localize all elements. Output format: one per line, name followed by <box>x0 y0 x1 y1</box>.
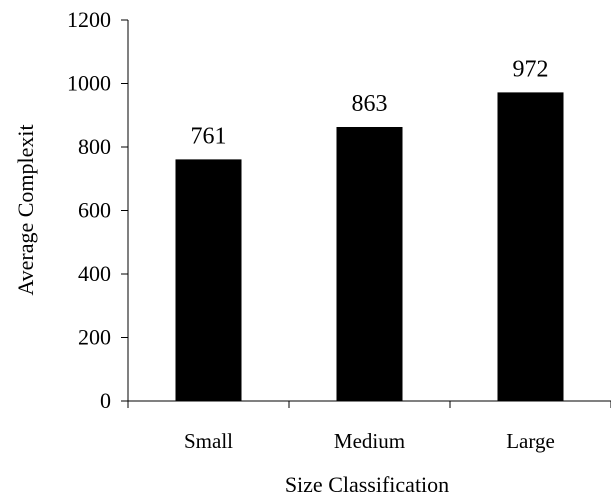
bar <box>175 159 242 401</box>
y-tick-label: 0 <box>100 388 111 413</box>
x-category-label: Large <box>506 429 555 453</box>
y-axis-title: Average Complexit <box>13 124 38 295</box>
labels-group: 761 Small 863 Medium 972 Large <box>184 56 555 453</box>
y-tick-label: 200 <box>78 325 111 350</box>
x-axis-title: Size Classification <box>285 472 449 497</box>
y-tick-label: 1200 <box>67 7 111 32</box>
x-category-label: Medium <box>334 429 405 453</box>
bars-group <box>175 92 564 401</box>
data-label: 863 <box>352 91 388 117</box>
y-tick-label: 400 <box>78 261 111 286</box>
y-tick-label: 800 <box>78 134 111 159</box>
y-tick-label: 600 <box>78 198 111 223</box>
bar <box>497 92 564 401</box>
bar <box>336 126 403 401</box>
x-category-label: Small <box>184 429 233 453</box>
data-label: 972 <box>513 56 549 82</box>
axes: 0 200 400 600 800 1000 1200 <box>67 7 611 413</box>
y-tick-label: 1000 <box>67 71 111 96</box>
data-label: 761 <box>191 123 227 149</box>
